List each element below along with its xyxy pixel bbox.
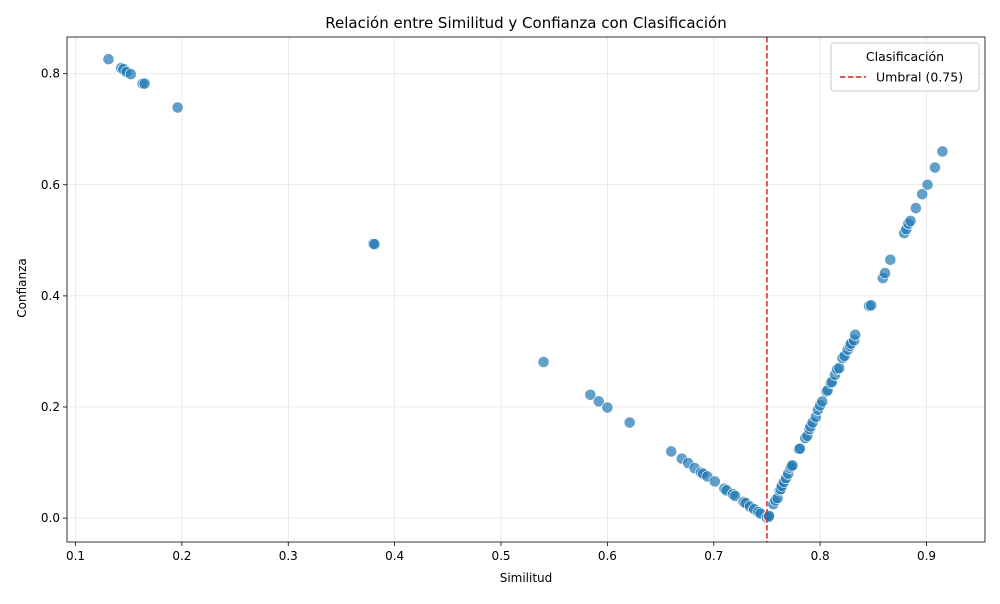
plot-frame bbox=[66, 36, 986, 543]
x-tick-label: 0.2 bbox=[172, 549, 191, 563]
data-point bbox=[909, 202, 922, 215]
data-point bbox=[708, 475, 721, 488]
data-point bbox=[786, 459, 799, 472]
y-tick-label: 0.2 bbox=[41, 400, 60, 414]
legend: Clasificación Umbral (0.75) bbox=[830, 42, 980, 92]
data-point bbox=[794, 442, 806, 455]
x-tick-label: 0.6 bbox=[598, 549, 617, 563]
y-axis-label: Confianza bbox=[15, 258, 29, 318]
data-point bbox=[102, 53, 115, 66]
grid-lines bbox=[67, 37, 985, 542]
data-point bbox=[921, 178, 934, 191]
data-point bbox=[833, 362, 846, 375]
data-point bbox=[929, 161, 941, 174]
x-tick-label: 0.7 bbox=[704, 549, 723, 563]
x-tick-label: 0.3 bbox=[279, 549, 298, 563]
x-tick-label: 0.9 bbox=[917, 549, 936, 563]
data-point bbox=[884, 253, 897, 266]
data-point bbox=[171, 101, 184, 114]
data-point bbox=[916, 188, 929, 201]
data-point bbox=[368, 238, 381, 251]
chart-title: Relación entre Similitud y Confianza con… bbox=[325, 14, 726, 32]
x-tick-label: 0.1 bbox=[66, 549, 85, 563]
data-point bbox=[729, 489, 741, 502]
axis-ticks: 0.1 0.2 0.3 0.4 0.5 0.6 0.7 0.8 0.9 0.0 0.2 0.4 0.6 0… bbox=[41, 67, 936, 563]
x-axis-label: Similitud bbox=[500, 571, 553, 585]
data-point bbox=[537, 356, 550, 368]
data-point bbox=[816, 395, 829, 408]
data-point bbox=[623, 416, 636, 429]
data-point bbox=[592, 395, 605, 408]
data-point bbox=[763, 509, 775, 522]
data-point bbox=[124, 68, 137, 81]
x-tick-label: 0.4 bbox=[385, 549, 404, 563]
legend-box bbox=[830, 42, 980, 92]
x-tick-label: 0.5 bbox=[491, 549, 510, 563]
y-tick-label: 0.8 bbox=[41, 67, 60, 81]
y-tick-label: 0.6 bbox=[41, 178, 60, 192]
data-point bbox=[849, 328, 862, 341]
data-point bbox=[904, 214, 917, 227]
y-tick-label: 0.0 bbox=[41, 511, 60, 525]
y-tick-label: 0.4 bbox=[41, 289, 60, 303]
legend-threshold-label: Umbral (0.75) bbox=[876, 70, 963, 85]
legend-title: Clasificación bbox=[866, 49, 944, 64]
data-point bbox=[879, 267, 891, 280]
data-point bbox=[865, 299, 878, 312]
data-point bbox=[138, 77, 151, 90]
data-point bbox=[584, 388, 597, 401]
data-point bbox=[936, 145, 949, 158]
data-point bbox=[601, 401, 614, 414]
data-point bbox=[665, 445, 678, 458]
x-tick-label: 0.8 bbox=[811, 549, 830, 563]
